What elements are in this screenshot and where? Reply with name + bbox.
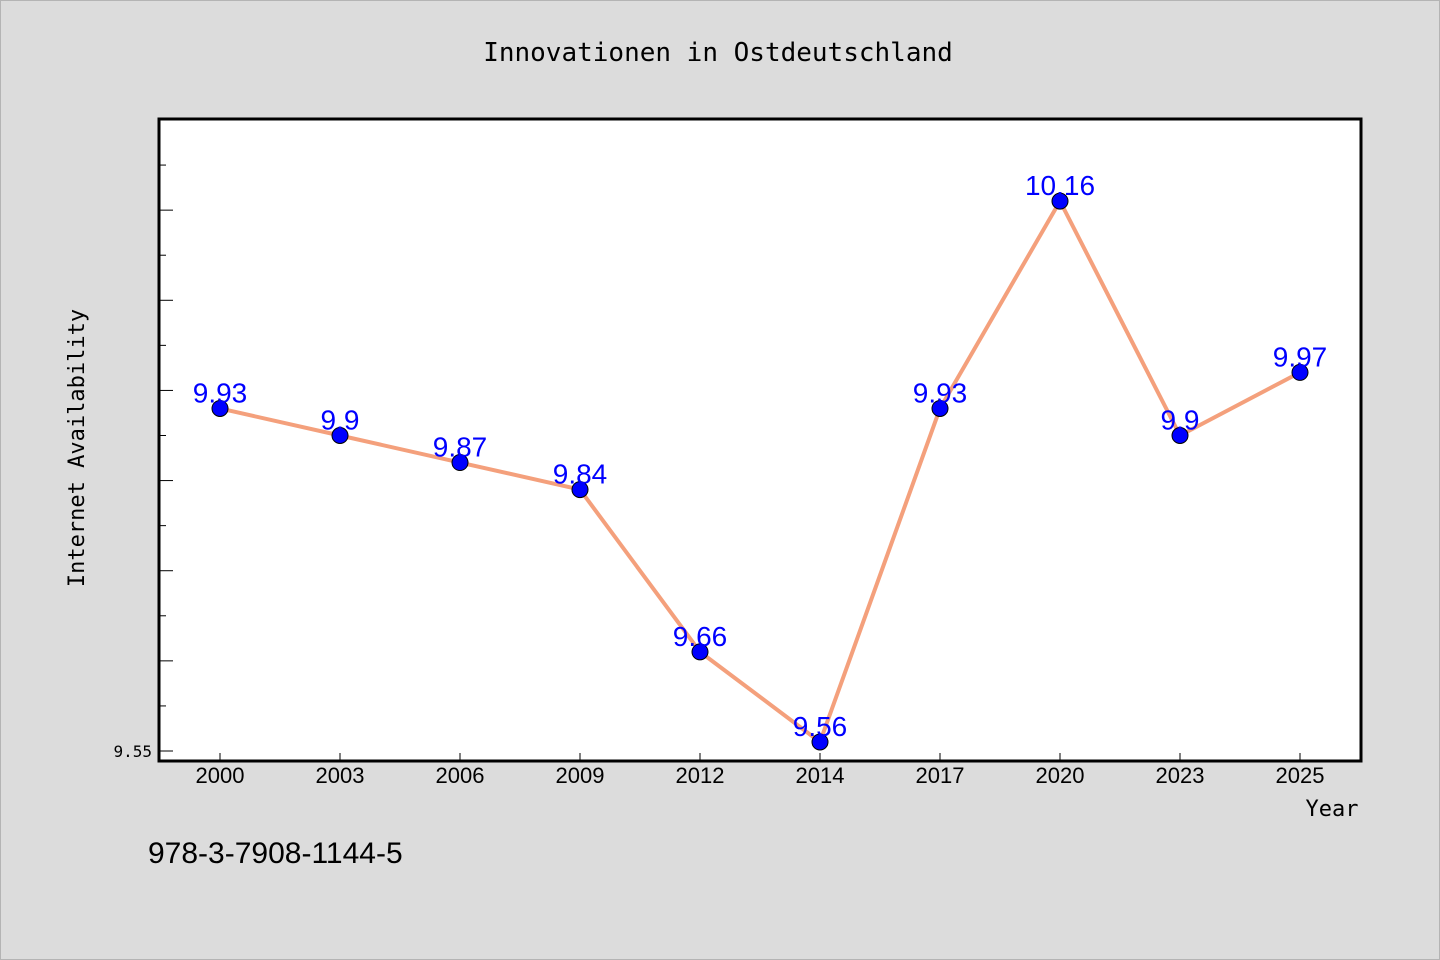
data-point-marker [1171, 427, 1189, 444]
x-tick-label: 2020 [1036, 763, 1085, 788]
data-point-marker [931, 399, 949, 417]
series-markers [211, 192, 1309, 751]
data-point-marker [691, 643, 709, 661]
data-label: 9.56 [793, 711, 848, 742]
data-point-marker [571, 481, 589, 499]
series-line [219, 199, 1301, 744]
x-axis-ticks [219, 753, 1301, 761]
data-label: 9.9 [321, 405, 360, 436]
data-point-marker [1291, 363, 1309, 381]
data-label: 9.93 [193, 377, 248, 408]
x-tick-label: 2000 [196, 763, 245, 788]
y-axis-tick-labels: 9.55 [113, 742, 152, 761]
y-axis-ticks [159, 119, 173, 752]
data-point-marker [811, 733, 829, 751]
data-label: 9.97 [1273, 341, 1328, 372]
data-point-marker [331, 427, 349, 444]
data-label: 9.66 [673, 621, 728, 652]
x-axis-label: Year [1306, 797, 1359, 822]
x-tick-label: 2025 [1276, 763, 1325, 788]
x-tick-label: 2012 [676, 763, 725, 788]
data-labels: 9.93 9.9 9.87 9.84 9.66 9.56 9.93 10.16 9.9 9.97 [193, 170, 1328, 742]
data-point-marker [211, 399, 229, 417]
data-point-marker [451, 454, 469, 472]
data-label: 9.84 [553, 459, 608, 490]
x-tick-label: 2017 [916, 763, 965, 788]
x-tick-label: 2014 [796, 763, 845, 788]
data-label: 10.16 [1025, 170, 1095, 201]
isbn-text: 978-3-7908-1144-5 [148, 837, 403, 870]
x-tick-label: 2003 [316, 763, 365, 788]
chart-title: Innovationen in Ostdeutschland [483, 38, 953, 68]
data-label: 9.93 [913, 377, 968, 408]
data-label: 9.9 [1161, 405, 1200, 436]
y-axis-label: Internet Availability [65, 309, 90, 587]
y-tick-label: 9.55 [113, 742, 152, 761]
x-tick-label: 2006 [436, 763, 485, 788]
x-tick-label: 2023 [1156, 763, 1205, 788]
data-label: 9.87 [433, 432, 488, 463]
x-tick-label: 2009 [556, 763, 605, 788]
data-point-marker [1051, 192, 1069, 210]
x-axis-tick-labels: 2000 2003 2006 2009 2012 2014 2017 2020 2023 2025 [196, 763, 1325, 788]
